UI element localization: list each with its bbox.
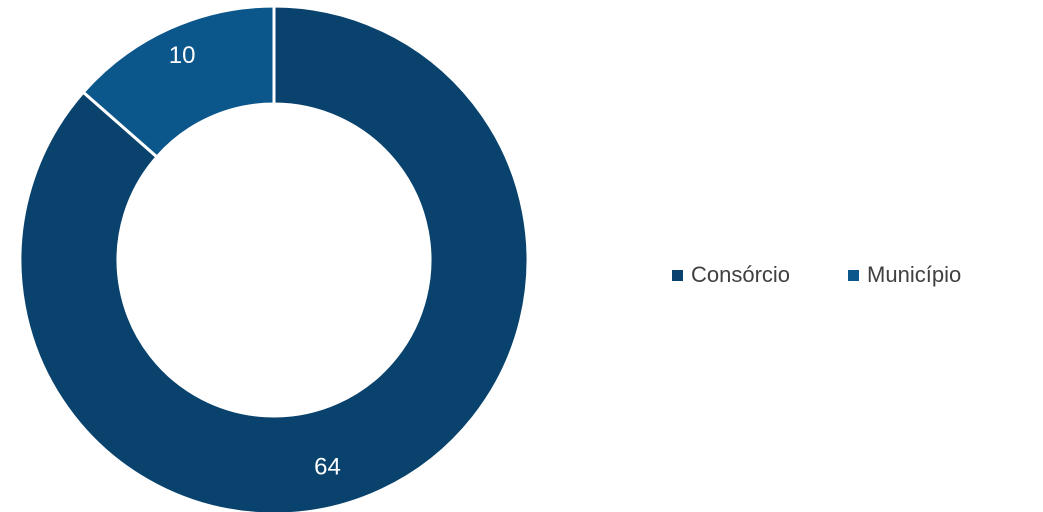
donut-slice-consorcio	[18, 4, 530, 512]
chart-legend: Consórcio Município	[672, 262, 961, 288]
legend-swatch-municipio	[848, 269, 860, 281]
legend-swatch-consorcio	[672, 269, 683, 281]
legend-item-consorcio: Consórcio	[672, 262, 790, 288]
data-label-consorcio: 64	[314, 454, 341, 481]
donut-slice-municipio	[81, 4, 276, 160]
legend-label-municipio: Município	[867, 262, 962, 287]
donut-slices	[18, 4, 530, 512]
donut-data-labels: 64 10	[169, 42, 341, 480]
legend-label-consorcio: Consórcio	[691, 262, 791, 287]
legend-item-municipio: Município	[848, 262, 961, 288]
data-label-municipio: 10	[169, 42, 196, 69]
